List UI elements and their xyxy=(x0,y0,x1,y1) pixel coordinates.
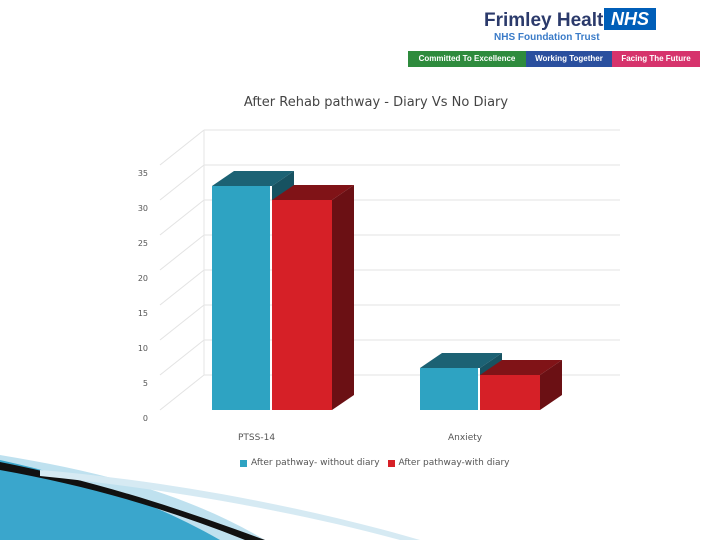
legend-swatch-with-diary xyxy=(387,459,395,467)
gridline-depth xyxy=(159,234,205,271)
y-tick-label: 25 xyxy=(138,239,148,248)
frimley-health-logo: Frimley Health NHS NHS Foundation Trust xyxy=(484,8,660,48)
chart-bars xyxy=(212,171,562,410)
gridline-depth xyxy=(159,164,205,201)
bar-top xyxy=(212,171,294,186)
nhs-badge: NHS xyxy=(604,8,656,30)
x-category-label: Anxiety xyxy=(448,433,483,443)
legend-item-without-diary: After pathway- without diary xyxy=(240,458,380,468)
y-axis-ticks: 0 5 10 15 20 25 30 35 xyxy=(138,169,148,423)
gridline-depth xyxy=(159,269,205,306)
gridline-depth xyxy=(159,304,205,341)
legend-item-with-diary: After pathway-with diary xyxy=(387,458,510,468)
bar-front xyxy=(212,186,270,410)
bar-top xyxy=(420,353,502,368)
legend-label-without-diary: After pathway- without diary xyxy=(251,458,380,468)
gridline-depth xyxy=(159,199,205,236)
y-tick-label: 30 xyxy=(138,204,148,213)
x-category-label: PTSS-14 xyxy=(238,433,275,443)
y-tick-label: 10 xyxy=(138,344,148,353)
bar-top xyxy=(272,185,354,200)
chart-title: After Rehab pathway - Diary Vs No Diary xyxy=(243,95,509,110)
value-working-together: Working Together xyxy=(526,51,612,67)
gridline-depth xyxy=(159,339,205,376)
chart-legend: After pathway- without diary After pathw… xyxy=(240,458,509,468)
gridline-depth xyxy=(159,374,205,411)
value-facing-the-future: Facing The Future xyxy=(612,51,700,67)
bar-side xyxy=(540,360,562,410)
bar-side xyxy=(332,185,354,410)
bar-front xyxy=(480,375,540,410)
y-tick-label: 5 xyxy=(143,379,148,388)
org-subtitle: NHS Foundation Trust xyxy=(494,32,600,43)
bar-front xyxy=(420,368,478,410)
gridline-depth xyxy=(159,129,205,166)
y-tick-label: 35 xyxy=(138,169,148,178)
decor-wave-faint xyxy=(40,470,420,540)
x-axis-categories: PTSS-14 Anxiety xyxy=(238,433,483,443)
slide-decoration xyxy=(0,455,420,540)
legend-label-with-diary: After pathway-with diary xyxy=(398,458,510,468)
value-committed-to-excellence: Committed To Excellence xyxy=(408,51,526,67)
y-tick-label: 15 xyxy=(138,309,148,318)
decor-wave-dark xyxy=(0,462,265,540)
legend-swatch-without-diary xyxy=(240,459,247,467)
bar-front xyxy=(272,200,332,410)
org-name: Frimley Health xyxy=(484,10,615,31)
bar-top xyxy=(480,360,562,375)
y-tick-label: 20 xyxy=(138,274,148,283)
bar-anxiety-series-1 xyxy=(480,360,562,410)
bar-ptss-14-series-0 xyxy=(212,171,294,410)
y-tick-label: 0 xyxy=(143,414,148,423)
bar-ptss-14-series-1 xyxy=(272,185,354,410)
trust-values-strip: Committed To Excellence Working Together… xyxy=(408,51,700,67)
